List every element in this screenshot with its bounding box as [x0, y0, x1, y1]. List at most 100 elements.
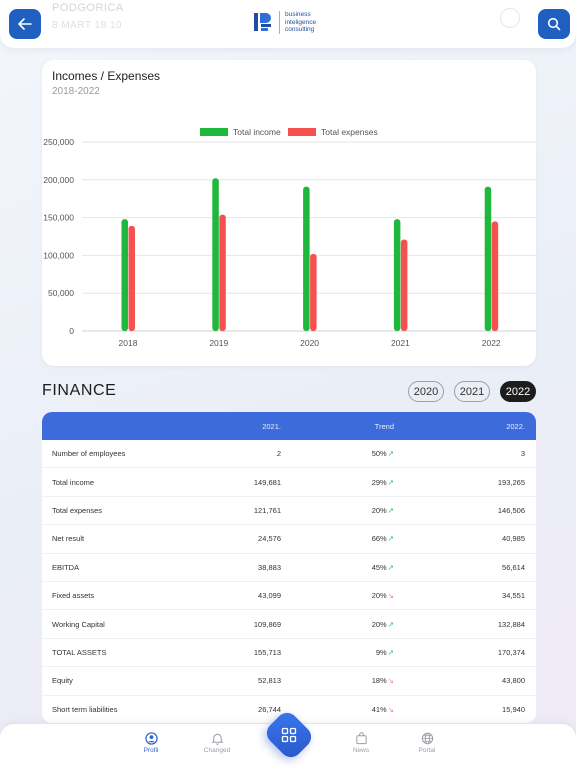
top-header: PODGORICA 8 MART 18 10 business intelige…: [0, 0, 576, 48]
globe-icon: [421, 732, 433, 745]
year-button-2022[interactable]: 2022: [500, 381, 536, 402]
bar-expenses: [219, 214, 226, 331]
arrow-left-icon: [18, 18, 32, 30]
table-row: TOTAL ASSETS 155,713 9%↗ 170,374: [42, 639, 536, 668]
legend-label-income: Total income: [233, 127, 281, 137]
table-row: Total income 149,681 29%↗ 193,265: [42, 468, 536, 497]
x-tick-label: 2022: [482, 338, 501, 348]
y-tick-label: 250,000: [43, 137, 74, 147]
trend-value: 20%: [371, 505, 387, 515]
table-row: Fixed assets 43,099 20%↘ 34,551: [42, 582, 536, 611]
trend-value: 50%: [371, 449, 387, 459]
year-button-2021[interactable]: 2021: [454, 381, 490, 402]
row-label: Fixed assets: [52, 591, 95, 601]
row-trend: 20%↗: [281, 620, 394, 629]
company-logo: business inteligence consulting: [252, 11, 316, 34]
trend-value: 29%: [371, 477, 387, 487]
x-tick-label: 2019: [209, 338, 228, 348]
row-label: Total income: [52, 477, 95, 487]
row-label: TOTAL ASSETS: [52, 647, 107, 657]
row-trend: 29%↗: [281, 478, 394, 487]
nav-label-news: News: [352, 747, 370, 754]
row-value-cur: 56,614: [502, 562, 525, 572]
chart-title: Incomes / Expenses: [52, 69, 161, 83]
row-label: EBITDA: [52, 562, 80, 572]
row-trend: 20%↗: [281, 506, 394, 515]
row-value-cur: 193,265: [497, 477, 525, 487]
row-value-cur: 170,374: [497, 647, 525, 657]
trend-value: 20%: [371, 591, 387, 601]
bar-expenses: [400, 239, 408, 331]
column-header-trend: Trend: [374, 421, 394, 431]
y-tick-label: 0: [69, 326, 74, 336]
legend-swatch-expenses: [288, 128, 316, 136]
row-trend: 50%↗: [281, 449, 394, 458]
row-value-cur: 34,551: [502, 591, 525, 601]
y-tick-label: 200,000: [43, 175, 74, 185]
nav-label-profil: Profil: [143, 747, 159, 754]
trend-value: 20%: [371, 619, 387, 629]
row-value-cur: 3: [520, 449, 525, 459]
bar-expenses: [128, 225, 135, 331]
bar-expenses: [310, 253, 317, 331]
row-value-prev: 155,713: [253, 647, 281, 657]
nav-item-profil[interactable]: Profil: [131, 732, 171, 754]
nav-item-portal[interactable]: Portal: [407, 732, 447, 754]
trend-down-icon: ↘: [387, 591, 394, 601]
row-trend: 20%↘: [281, 591, 394, 600]
row-label: Equity: [52, 676, 73, 686]
header-ghost-title: PODGORICA: [52, 2, 124, 14]
year-button-2020[interactable]: 2020: [408, 381, 444, 402]
table-row: Number of employees 2 50%↗ 3: [42, 440, 536, 469]
trend-value: 66%: [371, 534, 387, 544]
row-label: Number of employees: [52, 449, 126, 459]
ghost-circle-icon: [500, 8, 520, 28]
grid-icon: [281, 727, 297, 743]
row-value-prev: 149,681: [253, 477, 281, 487]
bag-icon: [355, 732, 367, 745]
search-button[interactable]: [538, 9, 570, 39]
header-ghost-subtitle: 8 MART 18 10: [52, 20, 123, 31]
bar-income: [484, 186, 492, 331]
logo-text: business inteligence consulting: [279, 11, 316, 34]
table-row: Equity 52,813 18%↘ 43,800: [42, 667, 536, 696]
bar-income: [121, 219, 128, 331]
bar-income: [212, 178, 219, 331]
row-value-cur: 40,985: [502, 534, 525, 544]
table-row: EBITDA 38,883 45%↗ 56,614: [42, 554, 536, 582]
row-value-prev: 52,813: [258, 676, 281, 686]
legend-label-expenses: Total expenses: [321, 127, 378, 137]
nav-item-news[interactable]: News: [341, 732, 381, 754]
trend-value: 9%: [375, 647, 387, 657]
row-value-prev: 109,869: [253, 619, 281, 629]
finance-title: FINANCE: [42, 382, 117, 399]
trend-down-icon: ↘: [387, 704, 394, 714]
row-value-cur: 43,800: [502, 676, 525, 686]
trend-up-icon: ↗: [387, 477, 394, 487]
income-expense-chart: 0 50,000 100,000 150,000 200,000 250,000 2018 2…: [43, 127, 536, 348]
trend-up-icon: ↗: [387, 562, 394, 572]
row-label: Net result: [52, 534, 85, 544]
y-tick-label: 50,000: [48, 288, 74, 298]
bar-expenses: [491, 221, 499, 331]
row-trend: 9%↗: [281, 648, 394, 657]
table-row: Working Capital 109,869 20%↗ 132,884: [42, 610, 536, 639]
row-value-prev: 38,883: [258, 562, 281, 572]
bar-income: [303, 186, 310, 331]
bell-icon: [211, 733, 223, 745]
trend-up-icon: ↗: [387, 534, 394, 544]
row-trend: 41%↘: [281, 705, 394, 714]
income-expense-chart-card: Incomes / Expenses 2018-2022 0 50,000 100,…: [42, 60, 536, 366]
nav-label-changed: Changed: [203, 747, 231, 754]
search-icon: [547, 17, 561, 31]
y-tick-label: 100,000: [43, 250, 74, 260]
nav-item-changed[interactable]: Changed: [197, 732, 237, 754]
row-value-cur: 15,940: [502, 704, 525, 714]
row-label: Short term liabilities: [52, 704, 118, 714]
x-tick-label: 2020: [300, 338, 319, 348]
table-body: Number of employees 2 50%↗ 3 Total income 149…: [42, 440, 536, 723]
nav-label-portal: Portal: [418, 747, 436, 754]
legend-swatch-income: [200, 128, 228, 136]
back-button[interactable]: [9, 9, 41, 39]
y-tick-label: 150,000: [43, 213, 74, 223]
